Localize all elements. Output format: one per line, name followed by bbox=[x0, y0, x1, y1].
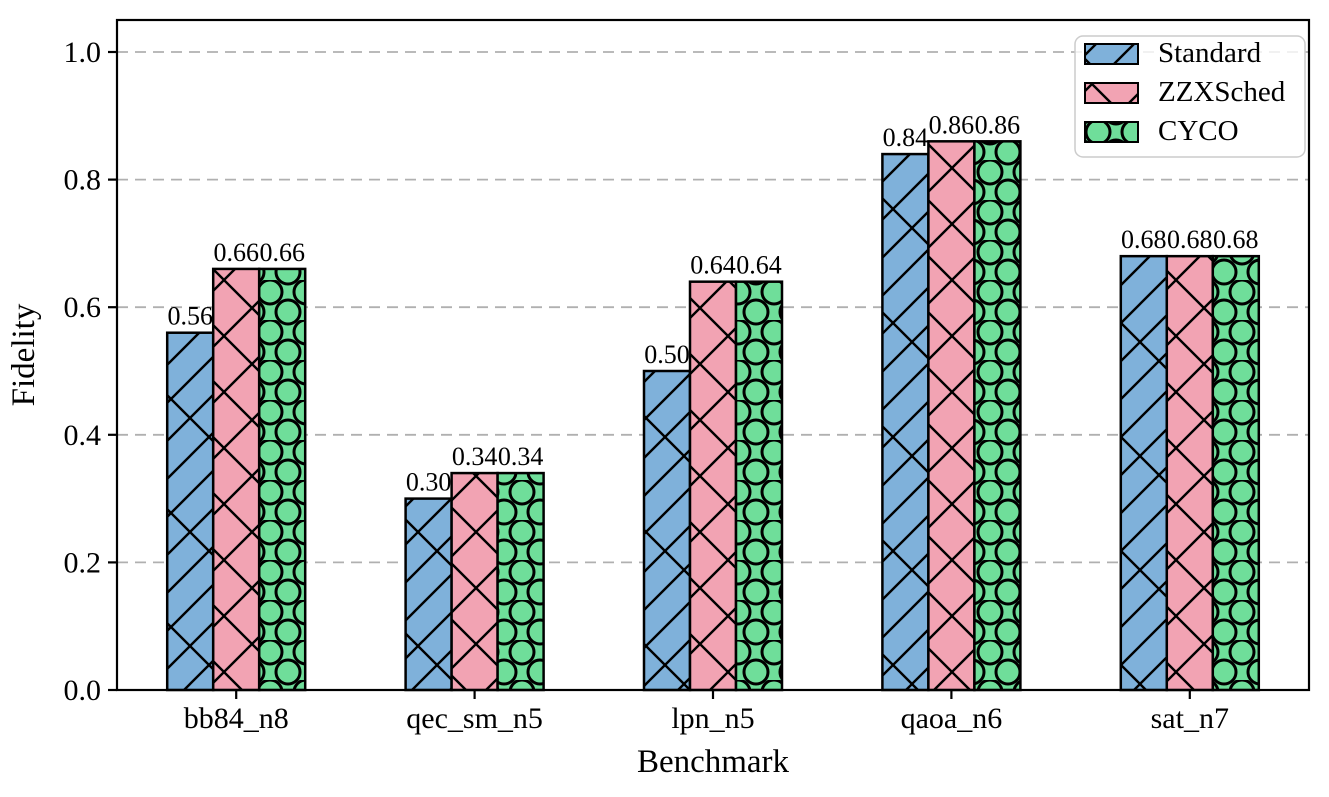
bar-value-label: 0.50 bbox=[644, 340, 690, 369]
legend-swatch-edge bbox=[1084, 121, 1139, 143]
bar-value-label: 0.84 bbox=[883, 123, 929, 152]
bar-value-label: 0.56 bbox=[167, 302, 213, 331]
bar-hatch bbox=[690, 281, 736, 690]
y-tick-label: 0.8 bbox=[64, 164, 102, 197]
y-tick-label: 0.0 bbox=[64, 674, 102, 707]
legend-entry-label: CYCO bbox=[1158, 115, 1239, 147]
bar-hatch bbox=[882, 154, 929, 690]
bar-value-label: 0.68 bbox=[1167, 225, 1213, 254]
bar-hatch bbox=[213, 268, 260, 690]
bar-hatch bbox=[644, 371, 690, 690]
legend-swatch-hatch bbox=[1085, 122, 1138, 142]
bar-hatch bbox=[1120, 256, 1167, 690]
legend-swatch-edge bbox=[1084, 82, 1139, 104]
x-tick-label: lpn_n5 bbox=[671, 702, 754, 735]
bar-value-label: 0.30 bbox=[406, 468, 452, 497]
bar-hatch bbox=[259, 268, 306, 690]
bar-hatch bbox=[497, 473, 544, 690]
legend: Standard ZZXSched CYCO bbox=[1074, 35, 1306, 158]
bar-value-label: 0.68 bbox=[1121, 225, 1167, 254]
x-axis-title: Benchmark bbox=[637, 744, 790, 780]
bar-value-label: 0.86 bbox=[929, 110, 975, 139]
bar-hatch bbox=[928, 141, 975, 690]
bar-hatch bbox=[974, 141, 1021, 690]
y-tick-label: 1.0 bbox=[64, 36, 102, 69]
y-tick-label: 0.2 bbox=[64, 546, 102, 579]
x-tick-label: bb84_n8 bbox=[184, 702, 289, 735]
legend-swatch-hatch bbox=[1085, 83, 1138, 103]
bar-hatch bbox=[736, 281, 782, 690]
y-tick-label: 0.6 bbox=[64, 291, 102, 324]
bar-value-label: 0.66 bbox=[259, 238, 305, 267]
bar-value-label: 0.86 bbox=[975, 110, 1021, 139]
y-axis-title: Fidelity bbox=[6, 303, 42, 406]
bar-hatch bbox=[1166, 256, 1213, 690]
legend-swatch-edge bbox=[1084, 43, 1139, 65]
x-tick-label: qaoa_n6 bbox=[901, 702, 1003, 735]
x-tick-label: sat_n7 bbox=[1151, 702, 1229, 735]
legend-entry-label: ZZXSched bbox=[1158, 76, 1286, 108]
bar-hatch bbox=[451, 473, 498, 690]
bar-value-label: 0.34 bbox=[452, 442, 498, 471]
bar-value-label: 0.68 bbox=[1213, 225, 1259, 254]
bar-value-label: 0.34 bbox=[498, 442, 544, 471]
bar-hatch bbox=[167, 332, 214, 690]
bar-value-label: 0.64 bbox=[690, 251, 736, 280]
bar-hatch bbox=[1212, 256, 1259, 690]
bar-hatch bbox=[405, 498, 452, 690]
x-tick-label: qec_sm_n5 bbox=[406, 702, 543, 735]
bar-value-label: 0.64 bbox=[736, 251, 782, 280]
legend-swatch-hatch bbox=[1085, 44, 1138, 64]
y-tick-label: 0.4 bbox=[64, 419, 102, 452]
bar-value-label: 0.66 bbox=[213, 238, 259, 267]
legend-entry-label: Standard bbox=[1158, 37, 1262, 69]
